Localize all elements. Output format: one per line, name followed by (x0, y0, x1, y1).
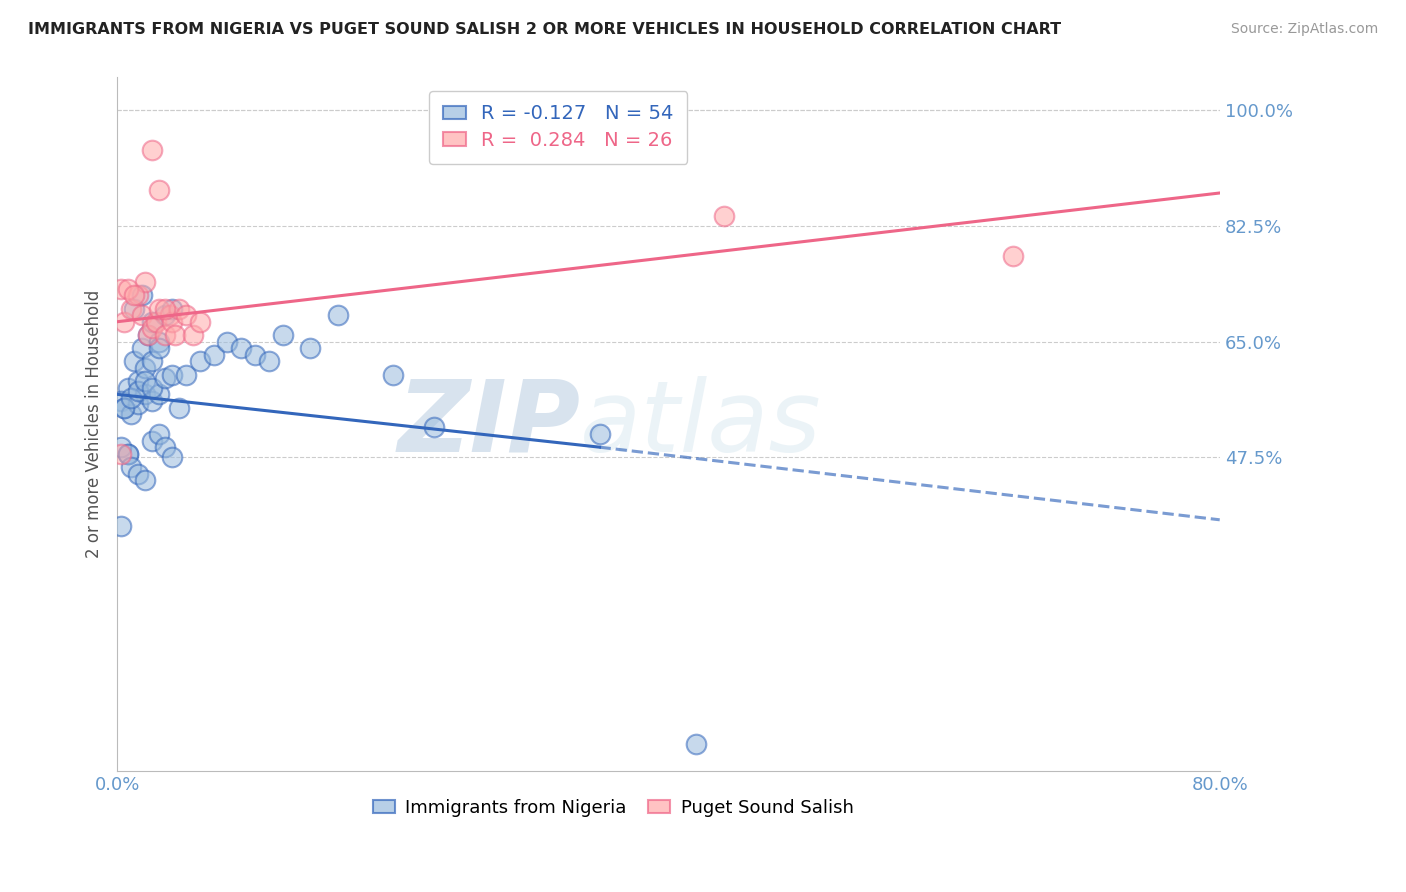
Point (110, 282, 132, 296)
Point (148, 301, 170, 316)
Text: atlas: atlas (581, 376, 823, 473)
Point (120, 301, 142, 316)
Point (120, 407, 142, 421)
Point (188, 354, 211, 368)
Point (134, 387, 156, 401)
Point (155, 371, 177, 385)
Point (117, 447, 139, 461)
Text: Source: ZipAtlas.com: Source: ZipAtlas.com (1230, 22, 1378, 37)
Point (188, 315, 211, 329)
Point (148, 341, 170, 355)
Point (110, 394, 132, 409)
Point (148, 183, 170, 197)
Point (110, 440, 132, 454)
Point (141, 434, 163, 448)
Point (141, 315, 163, 329)
Point (181, 327, 204, 342)
Point (713, 209, 735, 223)
Point (134, 275, 156, 289)
Point (588, 427, 610, 442)
Point (134, 360, 156, 375)
Point (122, 288, 145, 302)
Point (134, 473, 156, 487)
Point (155, 327, 177, 342)
Point (141, 354, 163, 368)
Point (112, 315, 135, 329)
Point (165, 327, 187, 342)
Point (145, 315, 167, 329)
Point (202, 348, 225, 362)
Point (299, 341, 322, 355)
Point (110, 519, 132, 533)
Point (122, 354, 145, 368)
Point (136, 327, 159, 342)
Point (148, 387, 170, 401)
Point (1001, 249, 1024, 263)
Point (162, 301, 184, 316)
Point (141, 321, 163, 335)
Point (120, 391, 142, 405)
Point (127, 384, 149, 398)
Point (112, 401, 135, 415)
Point (174, 308, 197, 322)
Y-axis label: 2 or more Vehicles in Household: 2 or more Vehicles in Household (86, 290, 103, 558)
Point (423, 420, 446, 434)
Point (122, 301, 145, 316)
Point (381, 368, 404, 382)
Point (127, 374, 149, 388)
Point (148, 334, 170, 349)
Point (162, 368, 184, 382)
Point (162, 315, 184, 329)
Text: ZIP: ZIP (398, 376, 581, 473)
Legend: Immigrants from Nigeria, Puget Sound Salish: Immigrants from Nigeria, Puget Sound Sal… (366, 791, 860, 824)
Point (217, 334, 239, 349)
Point (127, 288, 149, 302)
Point (117, 381, 139, 395)
Point (141, 143, 163, 157)
Point (174, 368, 197, 382)
Point (134, 374, 156, 388)
Point (127, 397, 149, 411)
Point (167, 401, 190, 415)
Point (162, 450, 184, 464)
Point (155, 308, 177, 322)
Point (159, 308, 181, 322)
Point (112, 401, 135, 415)
Point (685, 737, 707, 751)
Point (117, 282, 139, 296)
Point (117, 447, 139, 461)
Point (155, 440, 177, 454)
Point (326, 308, 349, 322)
Point (131, 341, 153, 355)
Point (141, 381, 163, 395)
Point (271, 327, 294, 342)
Point (131, 288, 153, 302)
Point (167, 301, 190, 316)
Point (155, 301, 177, 316)
Point (131, 308, 153, 322)
Text: IMMIGRANTS FROM NIGERIA VS PUGET SOUND SALISH 2 OR MORE VEHICLES IN HOUSEHOLD CO: IMMIGRANTS FROM NIGERIA VS PUGET SOUND S… (28, 22, 1062, 37)
Point (110, 447, 132, 461)
Point (127, 467, 149, 481)
Point (148, 427, 170, 442)
Point (120, 460, 142, 475)
Point (141, 394, 163, 409)
Point (243, 348, 266, 362)
Point (136, 327, 159, 342)
Point (231, 341, 253, 355)
Point (257, 354, 280, 368)
